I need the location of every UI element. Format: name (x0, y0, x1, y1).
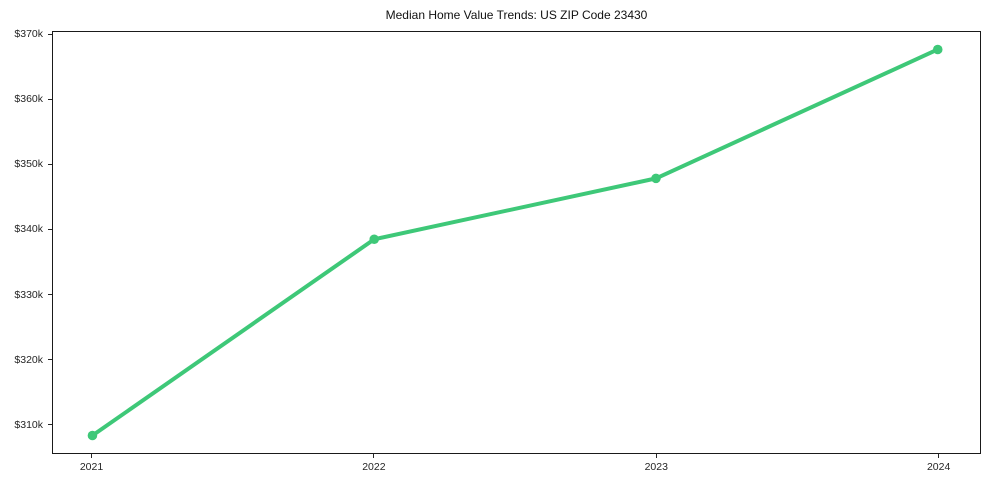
y-tick-mark (48, 98, 52, 100)
y-tick-label: $310k (14, 418, 43, 431)
x-tick-label: 2021 (79, 461, 104, 473)
y-tick-label: $330k (14, 288, 43, 301)
x-tick-label: 2024 (926, 461, 951, 473)
y-tick-label: $320k (14, 353, 43, 366)
x-tick-mark (373, 454, 375, 458)
x-tick-mark (655, 454, 657, 458)
x-tick-mark (90, 454, 93, 458)
y-axis: $310k $320k $330k $340k $350k $360k $370k (0, 28, 52, 454)
plot-svg (87, 44, 943, 441)
y-tick-label: $360k (14, 93, 43, 106)
data-point-marker (932, 44, 943, 55)
y-tick-mark (48, 293, 52, 296)
x-tick-label: 2022 (362, 461, 386, 473)
y-tick-mark (48, 163, 52, 165)
y-tick-mark (48, 228, 52, 231)
plot-area (52, 31, 981, 454)
x-tick-mark (938, 454, 940, 458)
x-tick-label: 2023 (644, 461, 668, 473)
y-tick-label: $370k (14, 28, 43, 41)
y-tick-mark (48, 33, 52, 35)
trend-line (90, 47, 940, 438)
y-tick-label: $350k (14, 158, 43, 171)
chart-title: Median Home Value Trends: US ZIP Code 23… (385, 8, 648, 22)
y-tick-mark (48, 424, 52, 426)
data-point-marker (369, 234, 379, 245)
x-axis: 2021 2022 2023 2024 (52, 454, 981, 486)
data-point-marker (651, 173, 661, 184)
data-point-marker (87, 430, 98, 441)
y-tick-mark (48, 359, 52, 361)
y-tick-label: $340k (14, 223, 43, 236)
